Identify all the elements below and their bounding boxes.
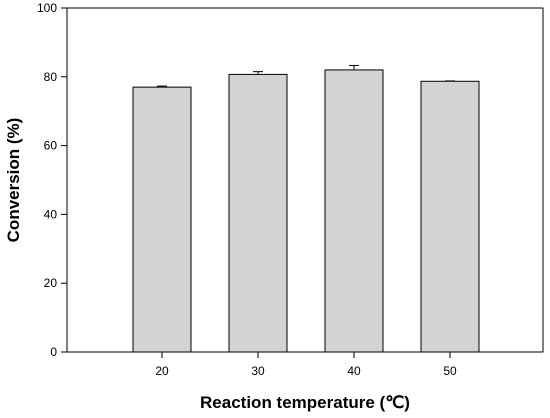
y-tick-label: 40 xyxy=(44,207,58,221)
y-tick-label: 0 xyxy=(50,345,57,359)
bar xyxy=(228,73,288,353)
y-axis-title: Conversion (%) xyxy=(4,118,23,243)
y-tick-label: 20 xyxy=(44,276,58,290)
bars-group xyxy=(132,64,480,353)
y-axis: 0 20 40 60 80 100 xyxy=(37,1,67,359)
y-tick-label: 60 xyxy=(44,139,58,153)
y-tick-label: 100 xyxy=(37,1,57,15)
bar xyxy=(324,69,384,353)
x-axis-title: Reaction temperature (℃) xyxy=(200,393,410,412)
x-tick-label: 30 xyxy=(251,364,265,378)
x-axis: 20 30 40 50 xyxy=(155,352,457,378)
y-tick-label: 80 xyxy=(44,70,58,84)
bar xyxy=(132,86,192,353)
x-tick-label: 50 xyxy=(443,364,457,378)
x-tick-label: 20 xyxy=(155,364,169,378)
x-tick-label: 40 xyxy=(347,364,361,378)
bar xyxy=(420,80,480,353)
